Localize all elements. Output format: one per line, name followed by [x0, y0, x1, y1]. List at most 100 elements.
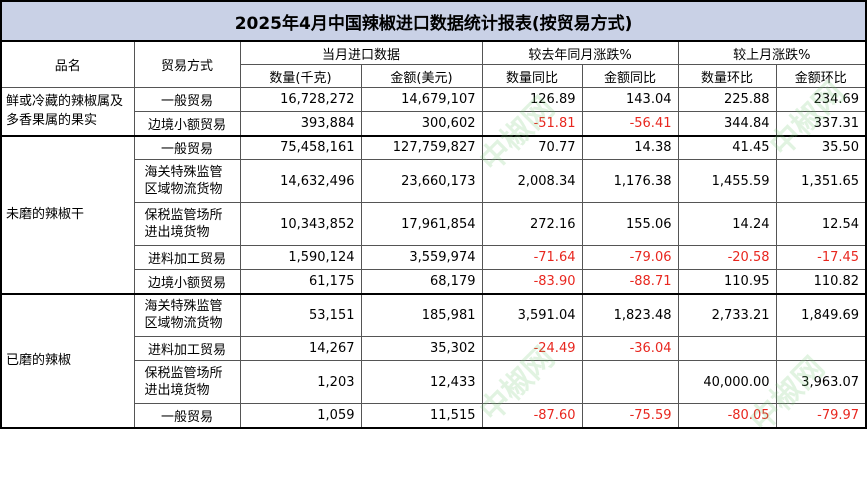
qty-mom-cell: 14.24 [677, 202, 777, 246]
trade-mode-cell: 边境小额贸易 [133, 111, 241, 136]
qty-yoy-cell: -87.60 [481, 403, 583, 428]
qty-cell: 14,632,496 [239, 159, 362, 203]
qty-mom-cell: 40,000.00 [677, 360, 777, 404]
amt-yoy-cell: -79.06 [581, 245, 679, 270]
amount-cell: 35,302 [360, 336, 483, 361]
qty-yoy-cell: 126.89 [481, 87, 583, 112]
trade-mode-cell: 边境小额贸易 [133, 269, 241, 294]
qty-yoy-cell: -24.49 [481, 336, 583, 361]
header-trade-mode: 贸易方式 [133, 40, 241, 88]
amt-mom-cell [775, 336, 867, 361]
table-body: 鲜或冷藏的辣椒属及多香果属的果实 一般贸易 16,728,272 14,679,107… [0, 87, 867, 428]
trade-mode-cell: 保税监管场所进出境货物 [133, 202, 241, 246]
amt-mom-cell: -17.45 [775, 245, 867, 270]
qty-cell: 14,267 [239, 336, 362, 361]
header-group-current: 当月进口数据 [239, 40, 483, 65]
amt-yoy-cell: 1,823.48 [581, 292, 679, 337]
table-row: 保税监管场所进出境货物 1,203 12,433 40,000.00 3,963.07 [1, 360, 867, 404]
table-row: 边境小额贸易 61,175 68,179 -83.90 -88.71 110.95 110.… [1, 269, 867, 294]
amount-cell: 300,602 [360, 111, 483, 136]
qty-cell: 53,151 [239, 292, 362, 337]
table-row: 已磨的辣椒 海关特殊监管区域物流货物 53,151 185,981 3,591.04 1,… [0, 292, 867, 428]
amt-yoy-cell: 1,176.38 [581, 159, 679, 203]
amt-yoy-cell: -56.41 [581, 111, 679, 136]
product-cell: 鲜或冷藏的辣椒属及多香果属的果实 [0, 87, 135, 136]
amt-yoy-cell: 143.04 [581, 87, 679, 112]
amt-mom-cell: 1,849.69 [775, 292, 867, 337]
header-product: 品名 [0, 40, 135, 88]
trade-mode-cell: 海关特殊监管区域物流货物 [133, 159, 241, 203]
amt-mom-cell: 234.69 [775, 87, 867, 112]
header-qty: 数量(千克) [239, 64, 362, 88]
amount-cell: 68,179 [360, 269, 483, 294]
qty-yoy-cell: 272.16 [481, 202, 583, 246]
qty-cell: 1,203 [239, 360, 362, 404]
qty-mom-cell: 1,455.59 [677, 159, 777, 203]
amt-yoy-cell: 14.38 [581, 134, 679, 160]
amt-mom-cell: 110.82 [775, 269, 867, 294]
header-group-mom: 较上月涨跌% [677, 40, 867, 65]
header-qty-yoy: 数量同比 [481, 64, 583, 88]
qty-yoy-cell [481, 360, 583, 404]
amt-mom-cell: 12.54 [775, 202, 867, 246]
header-group-yoy: 较去年同月涨跌% [481, 40, 679, 65]
trade-mode-cell: 一般贸易 [133, 403, 241, 428]
table-row: 边境小额贸易 393,884 300,602 -51.81 -56.41 344.84 33… [1, 111, 867, 136]
qty-mom-cell: 2,733.21 [677, 292, 777, 337]
qty-cell: 16,728,272 [239, 87, 362, 112]
amount-cell: 11,515 [360, 403, 483, 428]
trade-mode-cell: 保税监管场所进出境货物 [133, 360, 241, 404]
qty-mom-cell: -80.05 [677, 403, 777, 428]
qty-cell: 10,343,852 [239, 202, 362, 246]
header-amt-mom: 金额环比 [775, 64, 867, 88]
trade-mode-cell: 一般贸易 [133, 87, 241, 112]
qty-mom-cell: 110.95 [677, 269, 777, 294]
report-table: 2025年4月中国辣椒进口数据统计报表(按贸易方式) 品名 贸易方式 当月进口数… [0, 0, 867, 429]
table-row: 进料加工贸易 14,267 35,302 -24.49 -36.04 [1, 336, 867, 361]
qty-cell: 1,590,124 [239, 245, 362, 270]
amt-mom-cell: 3,963.07 [775, 360, 867, 404]
amount-cell: 23,660,173 [360, 159, 483, 203]
amount-cell: 185,981 [360, 292, 483, 337]
amt-mom-cell: -79.97 [775, 403, 867, 428]
table-row: 未磨的辣椒干 一般贸易 75,458,161 127,759,827 70.77 14.3… [0, 134, 867, 294]
qty-yoy-cell: -51.81 [481, 111, 583, 136]
trade-mode-cell: 进料加工贸易 [133, 336, 241, 361]
trade-mode-cell: 海关特殊监管区域物流货物 [133, 292, 241, 337]
amt-yoy-cell [581, 360, 679, 404]
table-row: 保税监管场所进出境货物 10,343,852 17,961,854 272.16 155… [1, 202, 867, 246]
amount-cell: 17,961,854 [360, 202, 483, 246]
trade-mode-cell: 进料加工贸易 [133, 245, 241, 270]
qty-mom-cell: 225.88 [677, 87, 777, 112]
amt-mom-cell: 35.50 [775, 134, 867, 160]
qty-mom-cell: 344.84 [677, 111, 777, 136]
product-cell: 已磨的辣椒 [0, 292, 135, 428]
qty-yoy-cell: 70.77 [481, 134, 583, 160]
product-cell: 未磨的辣椒干 [0, 134, 135, 294]
amt-mom-cell: 1,351.65 [775, 159, 867, 203]
header-amount: 金额(美元) [360, 64, 483, 88]
report-title: 2025年4月中国辣椒进口数据统计报表(按贸易方式) [0, 0, 867, 42]
qty-mom-cell: 41.45 [677, 134, 777, 160]
amount-cell: 12,433 [360, 360, 483, 404]
header-amt-yoy: 金额同比 [581, 64, 679, 88]
amt-yoy-cell: -75.59 [581, 403, 679, 428]
qty-mom-cell: -20.58 [677, 245, 777, 270]
header-qty-mom: 数量环比 [677, 64, 777, 88]
qty-yoy-cell: 3,591.04 [481, 292, 583, 337]
trade-mode-cell: 一般贸易 [133, 134, 241, 160]
qty-yoy-cell: 2,008.34 [481, 159, 583, 203]
amount-cell: 14,679,107 [360, 87, 483, 112]
amount-cell: 3,559,974 [360, 245, 483, 270]
table-row: 一般贸易 1,059 11,515 -87.60 -75.59 -80.05 -79.97 [1, 403, 867, 428]
table-row: 鲜或冷藏的辣椒属及多香果属的果实 一般贸易 16,728,272 14,679,107… [0, 87, 867, 136]
amt-yoy-cell: -88.71 [581, 269, 679, 294]
qty-cell: 61,175 [239, 269, 362, 294]
qty-mom-cell [677, 336, 777, 361]
qty-cell: 75,458,161 [239, 134, 362, 160]
qty-cell: 393,884 [239, 111, 362, 136]
amt-yoy-cell: 155.06 [581, 202, 679, 246]
qty-yoy-cell: -83.90 [481, 269, 583, 294]
amount-cell: 127,759,827 [360, 134, 483, 160]
